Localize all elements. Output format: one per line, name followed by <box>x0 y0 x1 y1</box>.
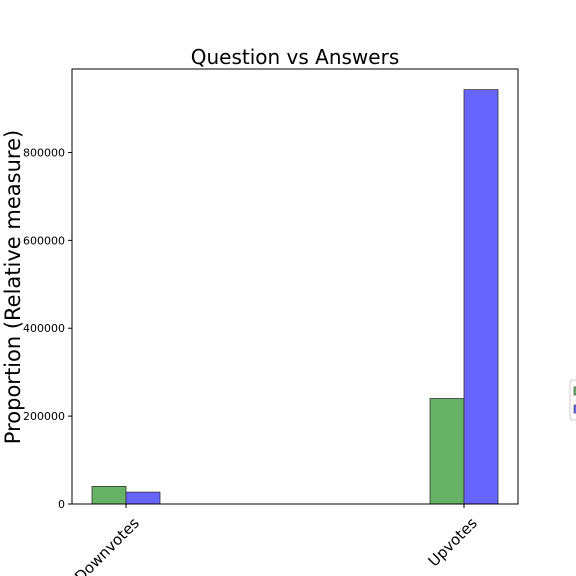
y-tick-label: 200000 <box>23 410 65 423</box>
legend <box>569 379 576 421</box>
bar-series1-downvotes <box>91 486 127 505</box>
legend-swatch-series2 <box>573 404 576 414</box>
legend-box <box>569 379 576 421</box>
chart-title: Question vs Answers <box>191 45 400 69</box>
x-tick-label: Upvotes <box>425 514 481 570</box>
y-axis-label: Proportion (Relative measure) <box>1 130 25 444</box>
y-tick-label: 600000 <box>23 234 65 247</box>
bar-series1-upvotes <box>429 398 465 505</box>
bar-series2-downvotes <box>125 491 161 505</box>
y-axis-ticks: 0 200000 400000 600000 800000 <box>23 146 72 511</box>
y-tick-label: 800000 <box>23 146 65 159</box>
plot-frame <box>71 68 519 505</box>
bar-series2-upvotes <box>463 89 499 505</box>
x-tick-label: Downvotes <box>71 514 143 576</box>
y-tick-label: 0 <box>58 498 65 511</box>
y-tick-label: 400000 <box>23 322 65 335</box>
bars-layer <box>91 89 499 505</box>
x-axis-ticks: Downvotes Upvotes <box>71 504 481 576</box>
legend-swatch-series1 <box>573 386 576 396</box>
